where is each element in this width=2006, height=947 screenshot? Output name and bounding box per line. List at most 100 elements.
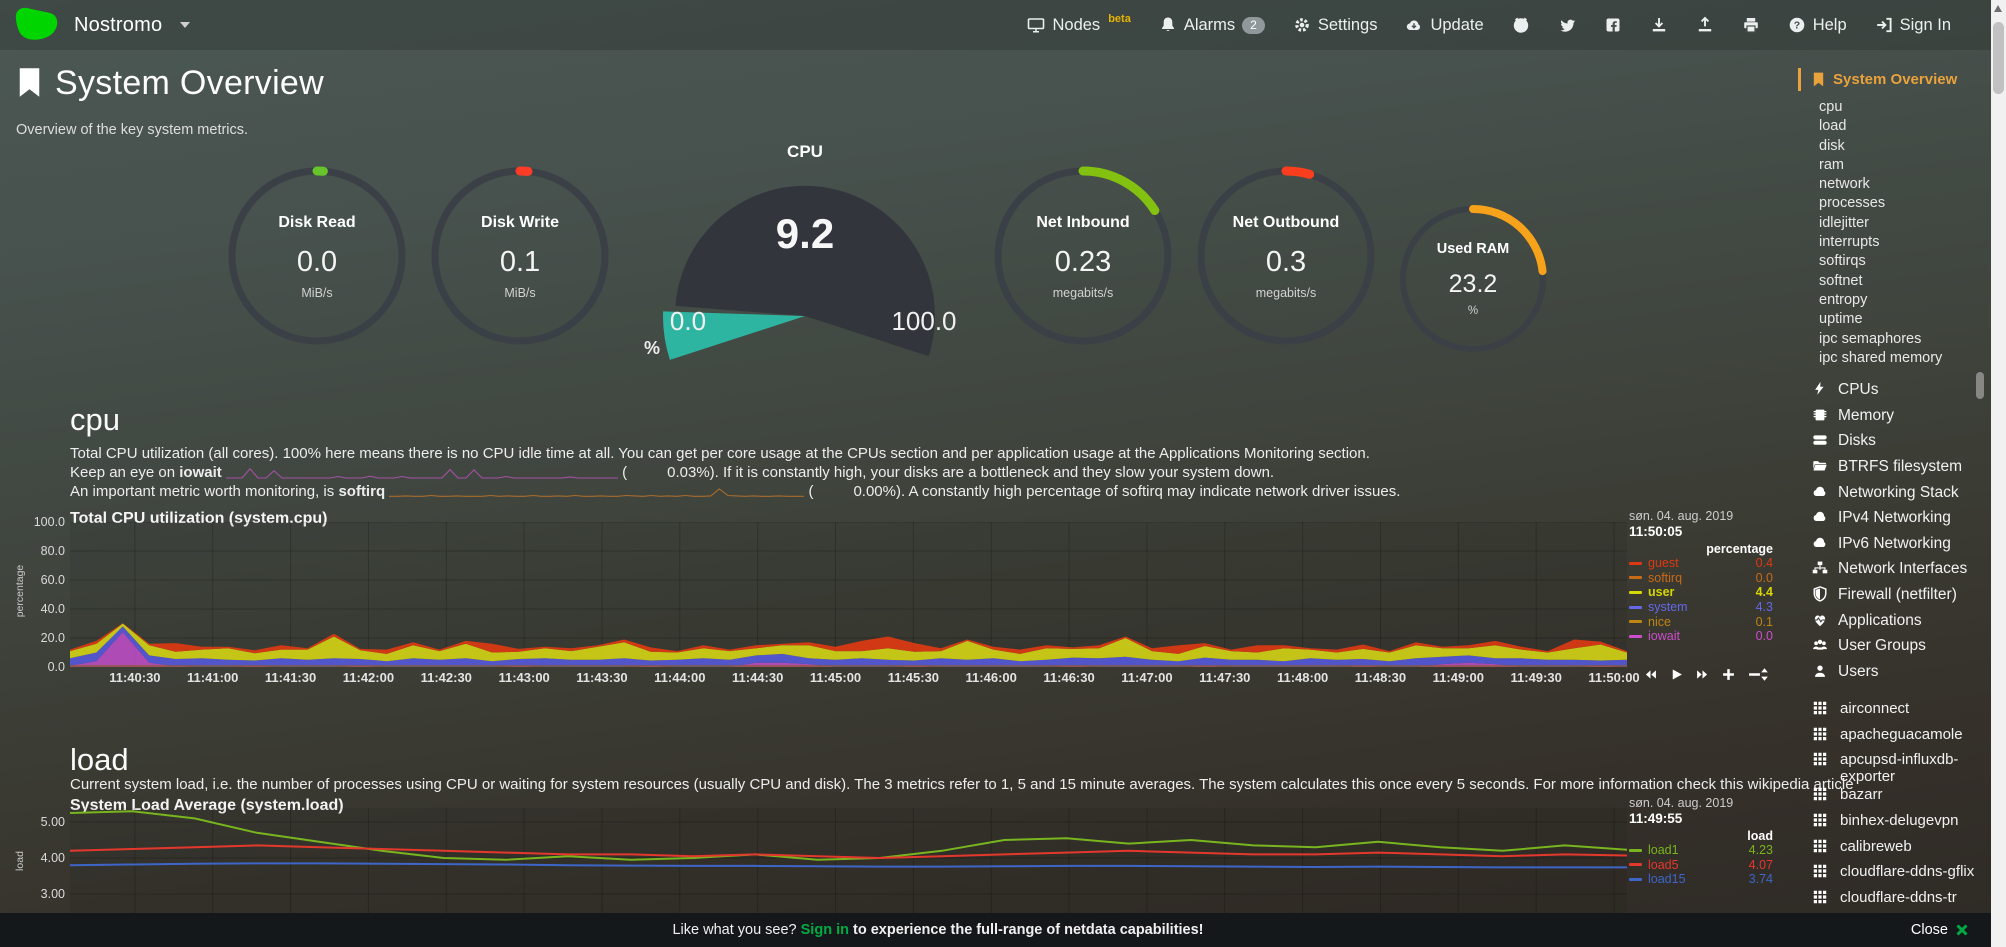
gauge-units: megabits/s	[1052, 286, 1114, 300]
zoom-out-button[interactable]	[1747, 667, 1762, 682]
signin-button[interactable]: Sign In	[1875, 16, 1951, 35]
sidebar-section-network-interfaces[interactable]: Network Interfaces	[1812, 559, 1992, 585]
sidebar-item-ram[interactable]: ram	[1819, 156, 1844, 173]
series-line-load1	[70, 810, 1627, 861]
sidebar-sub-items: cpu load disk ram network processes idlejitter…	[1798, 98, 1992, 368]
softirq-sparkline[interactable]	[389, 484, 805, 499]
settings-button[interactable]: Settings	[1293, 15, 1378, 35]
series-area-guest	[70, 623, 1627, 654]
update-button[interactable]: Update	[1405, 16, 1484, 35]
legend-time: 11:50:05	[1629, 524, 1683, 539]
legend-row-load1[interactable]: load1 4.23	[1629, 843, 1773, 858]
brand[interactable]: Nostromo	[14, 5, 191, 45]
iowait-sparkline[interactable]	[225, 465, 618, 480]
sidebar-host-apcupsd-influxdb-exporter[interactable]: apcupsd-influxdb-exporter	[1812, 750, 1992, 785]
sidebar-section-cpus[interactable]: CPUs	[1812, 380, 1992, 406]
legend-row-guest[interactable]: guest 0.4	[1629, 556, 1773, 571]
play-button[interactable]	[1669, 667, 1684, 682]
sidebar-section-disks[interactable]: Disks	[1812, 431, 1992, 457]
sidebar-item-interrupts[interactable]: interrupts	[1819, 234, 1880, 251]
sidebar-host-cloudflare-ddns-tr[interactable]: cloudflare-ddns-tr	[1812, 888, 1992, 910]
banner-close-button[interactable]: Close	[1911, 922, 1968, 938]
legend-row-system[interactable]: system 4.3	[1629, 600, 1773, 615]
sidebar-section-user-groups[interactable]: User Groups	[1812, 636, 1992, 662]
sidebar-item-softirqs[interactable]: softirqs	[1819, 253, 1866, 270]
cpu-gauge-min: 0.0	[669, 306, 707, 336]
legend-units-header: load	[1747, 829, 1773, 843]
page-scrollbar-thumb[interactable]	[1993, 22, 2004, 94]
heartbeat-icon	[1814, 614, 1826, 626]
twitter-button[interactable]	[1558, 16, 1576, 34]
pan-forward-button[interactable]	[1695, 667, 1710, 682]
legend-row-load15[interactable]: load15 3.74	[1629, 872, 1773, 887]
sidebar-item-softnet[interactable]: softnet	[1819, 272, 1863, 289]
sidebar-section-btrfs-filesystem[interactable]: BTRFS filesystem	[1812, 457, 1992, 483]
gauge-units: MiB/s	[301, 286, 333, 300]
legend-row-softirq[interactable]: softirq 0.0	[1629, 571, 1773, 586]
user-icon	[1815, 665, 1825, 677]
sidebar-scrollbar-thumb[interactable]	[1976, 372, 1984, 399]
sidebar-item-processes[interactable]: processes	[1819, 195, 1886, 212]
cloud-icon	[1813, 511, 1826, 522]
sidebar-section-memory[interactable]: Memory	[1812, 406, 1992, 432]
print-button[interactable]	[1742, 16, 1760, 34]
page-scrollbar[interactable]	[1991, 0, 2006, 947]
nodes-button[interactable]: Nodes beta	[1027, 13, 1131, 35]
gauge-value: 0.0	[296, 246, 338, 278]
sidebar-host-bazarr[interactable]: bazarr	[1812, 785, 1992, 811]
sidebar-section-ipv4-networking[interactable]: IPv4 Networking	[1812, 508, 1992, 534]
legend-row-load5[interactable]: load5 4.07	[1629, 858, 1773, 873]
signin-icon	[1876, 17, 1892, 33]
sidebar-active-label: System Overview	[1833, 71, 1958, 88]
cpu-chart-plot[interactable]	[70, 522, 1627, 667]
gauge-disk-write[interactable]: Disk Write 0.1 MiB/s	[430, 166, 610, 346]
sidebar-item-idlejitter[interactable]: idlejitter	[1819, 214, 1869, 231]
sidebar-item-cpu[interactable]: cpu	[1819, 99, 1843, 115]
legend-row-iowait[interactable]: iowait 0.0	[1629, 629, 1773, 644]
gauge-disk-read[interactable]: Disk Read 0.0 MiB/s	[227, 166, 407, 346]
sidebar-item-entropy[interactable]: entropy	[1819, 291, 1868, 308]
xaxis-tick-label: 11:43:30	[576, 670, 628, 685]
sidebar-item-disk[interactable]: disk	[1819, 137, 1845, 154]
gauge-used-ram[interactable]: Used RAM 23.2%	[1398, 204, 1548, 354]
legend-series-name: system	[1648, 600, 1688, 615]
sidebar-host-airconnect[interactable]: airconnect	[1812, 699, 1992, 725]
facebook-button[interactable]	[1604, 16, 1622, 34]
sidebar-item-ipc-shared-memory[interactable]: ipc shared memory	[1819, 349, 1943, 366]
sidebar-section-applications[interactable]: Applications	[1812, 611, 1992, 637]
pan-backward-button[interactable]	[1643, 667, 1658, 682]
sidebar-host-cloudflare-ddns-gflix[interactable]: cloudflare-ddns-gflix	[1812, 862, 1992, 888]
xaxis-tick-label: 11:45:30	[887, 670, 940, 685]
sidebar-section-label: BTRFS filesystem	[1838, 457, 1963, 475]
alarms-button[interactable]: Alarms 2	[1159, 16, 1265, 35]
legend-dash-icon	[1629, 877, 1642, 881]
sidebar-item-system-overview[interactable]: System Overview	[1798, 68, 1992, 91]
sidebar-item-load[interactable]: load	[1819, 118, 1847, 135]
help-button[interactable]: ? Help	[1788, 16, 1847, 35]
signin-link[interactable]: Sign in	[800, 922, 849, 938]
sidebar-host-calibreweb[interactable]: calibreweb	[1812, 837, 1992, 863]
sidebar-item-uptime[interactable]: uptime	[1819, 311, 1863, 328]
legend-row-user[interactable]: user 4.4	[1629, 585, 1773, 600]
sidebar-section-ipv6-networking[interactable]: IPv6 Networking	[1812, 534, 1992, 560]
gauge-title: Disk Read	[278, 214, 356, 231]
github-button[interactable]	[1512, 16, 1530, 34]
gauge-net-inbound[interactable]: Net Inbound 0.23 megabits/s	[993, 166, 1173, 346]
sidebar-item-network[interactable]: network	[1819, 176, 1870, 193]
nodes-label: Nodes	[1052, 15, 1101, 34]
sidebar-section-firewall-netfilter-[interactable]: Firewall (netfilter)	[1812, 585, 1992, 611]
download-button[interactable]	[1650, 16, 1668, 34]
upload-button[interactable]	[1696, 16, 1714, 34]
legend-row-nice[interactable]: nice 0.1	[1629, 614, 1773, 629]
xaxis-tick-label: 11:44:30	[732, 670, 784, 685]
sidebar-host-apacheguacamole[interactable]: apacheguacamole	[1812, 725, 1992, 751]
cpu-gauge[interactable]: CPU 9.2 0.0 100.0 %	[644, 142, 962, 367]
settings-label: Settings	[1317, 15, 1378, 34]
sidebar-section-users[interactable]: Users	[1812, 662, 1992, 688]
zoom-in-button[interactable]	[1721, 667, 1736, 682]
sidebar-host-binhex-delugevpn[interactable]: binhex-delugevpn	[1812, 811, 1992, 837]
gauge-net-outbound[interactable]: Net Outbound 0.3 megabits/s	[1196, 166, 1376, 346]
sidebar-section-networking-stack[interactable]: Networking Stack	[1812, 483, 1992, 509]
sidebar-item-ipc-semaphores[interactable]: ipc semaphores	[1819, 330, 1922, 347]
chart-resize-handle[interactable]	[1757, 667, 1772, 682]
